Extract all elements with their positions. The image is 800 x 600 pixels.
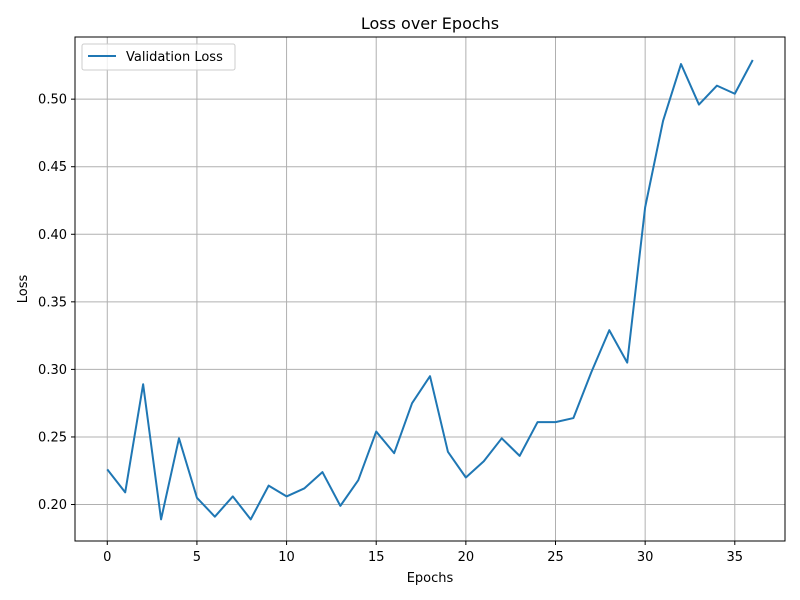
x-tick-label: 10 (278, 550, 295, 565)
y-tick-label: 0.50 (38, 93, 67, 108)
x-tick-label: 0 (103, 550, 111, 565)
legend: Validation Loss (81, 43, 236, 71)
plot-frame (74, 36, 786, 542)
y-tick-label: 0.40 (38, 228, 67, 243)
x-tick-label: 35 (727, 550, 744, 565)
grid-layer (75, 37, 785, 541)
x-tick-label: 15 (368, 550, 385, 565)
y-tick-label: 0.35 (38, 295, 67, 310)
y-tick-label: 0.30 (38, 363, 67, 378)
x-axis-label: Epochs (407, 571, 454, 586)
tick-layer: 0 5 10 15 20 25 30 35 0.20 0.25 0.30 0.35 0.40 0.45 0.… (38, 93, 743, 565)
x-tick-label: 20 (458, 550, 475, 565)
y-tick-label: 0.25 (38, 430, 67, 445)
x-tick-label: 30 (637, 550, 654, 565)
legend-box (81, 43, 236, 71)
x-tick-label: 5 (193, 550, 201, 565)
series-layer (106, 59, 754, 521)
x-tick-label: 25 (547, 550, 564, 565)
chart-title: Loss over Epochs (361, 14, 499, 33)
series-line-validation-loss (106, 59, 754, 521)
y-tick-label: 0.45 (38, 160, 67, 175)
legend-label: Validation Loss (126, 50, 223, 65)
y-tick-label: 0.20 (38, 498, 67, 513)
y-axis-label: Loss (16, 275, 31, 304)
